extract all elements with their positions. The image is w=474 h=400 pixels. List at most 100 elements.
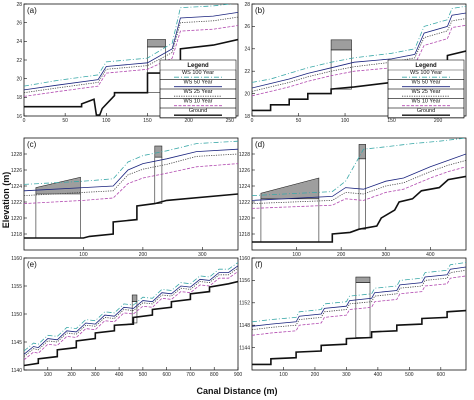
series-ground: [252, 175, 466, 243]
y-tick-label: 1228: [11, 152, 22, 158]
series-ws50: [24, 148, 238, 192]
series-ws50: [252, 266, 466, 327]
plot-area: [24, 140, 238, 239]
x-tick-label: 200: [139, 252, 148, 258]
legend-row: [159, 107, 237, 118]
x-tick-label: 300: [342, 372, 351, 378]
series-ws100: [24, 140, 238, 185]
y-tick-label: 1160: [239, 256, 250, 262]
series-ws100: [252, 5, 466, 83]
x-tick-label: 500: [139, 372, 148, 378]
y-tick-label: 24: [16, 39, 22, 45]
plot-area: [24, 4, 238, 116]
x-tick-label: 0: [23, 118, 26, 124]
series-ws25: [24, 267, 238, 357]
panel-label: (d): [255, 140, 265, 149]
y-tick-label: 1152: [239, 301, 250, 307]
series-ws100: [24, 4, 234, 87]
structure-deck: [131, 294, 138, 302]
x-tick-label: 100: [102, 118, 111, 124]
structure-deck: [330, 39, 352, 51]
y-tick-label: 1222: [11, 200, 22, 206]
y-tick-label: 18: [244, 114, 250, 120]
series-ground: [24, 38, 238, 116]
legend-entry-label: WS 100 Year: [182, 70, 214, 76]
legend-row: [387, 107, 465, 118]
legend-entry-label: WS 100 Year: [410, 70, 442, 76]
y-tick-label: 1148: [239, 323, 250, 329]
y-tick-label: 16: [16, 114, 22, 120]
structure-opening: [330, 49, 352, 90]
panel-label: (a): [27, 6, 37, 15]
panel-f: 1144 1148 1152 1156 1160 100 200 300 400 500 600 (f…: [239, 256, 467, 378]
structure-deck: [154, 145, 163, 158]
x-tick-label: 900: [234, 372, 243, 378]
x-tick-label: 300: [382, 252, 391, 258]
series-ws25: [252, 269, 466, 331]
y-tick-label: 1150: [11, 312, 22, 318]
y-tick-label: 20: [16, 76, 22, 82]
plot-area: [252, 138, 466, 243]
y-tick-label: 26: [16, 20, 22, 26]
y-tick-label: 1224: [239, 184, 250, 190]
x-tick-label: 150: [143, 118, 152, 124]
y-tick-label: 1144: [239, 345, 250, 351]
series-ws50: [252, 153, 466, 201]
series-ws10: [252, 24, 466, 97]
panel-label: (f): [255, 260, 263, 269]
structure-deck: [355, 276, 371, 283]
y-tick-label: 20: [244, 91, 250, 97]
y-tick-label: 28: [16, 2, 22, 8]
series-ws100: [24, 262, 238, 352]
series-ground: [24, 193, 238, 239]
series-ws25: [252, 160, 466, 204]
x-tick-label: 500: [405, 372, 414, 378]
plot-area: [252, 262, 466, 366]
legend-entry-label: WS 10 Year: [183, 98, 212, 104]
legend-entry-label: WS 50 Year: [411, 79, 440, 85]
x-tick-label: 300: [198, 252, 207, 258]
y-tick-label: 1226: [11, 168, 22, 174]
x-tick-label: 600: [437, 372, 446, 378]
x-axis-title: Canal Distance (m): [196, 386, 277, 396]
y-tick-label: 1156: [239, 278, 250, 284]
legend-entry-label: WS 25 Year: [183, 89, 212, 95]
x-tick-label: 400: [115, 372, 124, 378]
panel-label: (c): [27, 140, 37, 149]
legend-entry-label: WS 50 Year: [183, 79, 212, 85]
x-tick-label: 200: [337, 252, 346, 258]
panels: 16 18 20 22 24 26 28 0 50 100 150 200 250 (a) 18 20 22 24…: [11, 2, 467, 378]
structure-opening: [131, 301, 138, 324]
y-tick-label: 24: [244, 47, 250, 53]
plot-area: [24, 262, 238, 367]
x-tick-label: 50: [62, 118, 68, 124]
y-tick-label: 1160: [11, 256, 22, 262]
x-tick-label: 200: [311, 372, 320, 378]
legend-entry-label: WS 25 Year: [411, 89, 440, 95]
y-tick-label: 1222: [239, 200, 250, 206]
panel-d: 1218 1220 1222 1224 1226 1228 100 200 300 400 (d): [239, 137, 467, 258]
x-tick-label: 400: [426, 252, 435, 258]
x-tick-label: 100: [79, 252, 88, 258]
legend-title: Legend: [415, 63, 437, 69]
series-ws10: [24, 271, 238, 361]
x-tick-label: 200: [184, 118, 193, 124]
x-tick-label: 200: [434, 118, 443, 124]
series-ws50: [252, 12, 466, 89]
series-ws50: [24, 265, 238, 355]
y-tick-label: 1218: [239, 232, 250, 238]
culvert-shaded: [260, 177, 320, 200]
series-ground: [24, 280, 238, 367]
x-tick-label: 200: [67, 372, 76, 378]
series-ws10: [24, 163, 238, 204]
legend-title: Legend: [187, 63, 209, 69]
x-tick-label: 600: [162, 372, 171, 378]
structure-deck: [147, 39, 166, 48]
x-tick-label: 50: [296, 118, 302, 124]
x-tick-label: 100: [341, 118, 350, 124]
panel-label: (b): [255, 6, 265, 15]
